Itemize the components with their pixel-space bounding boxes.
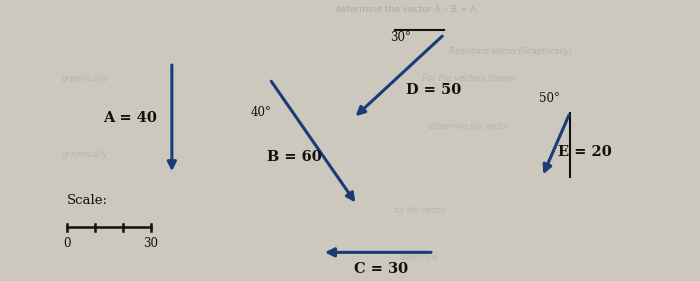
Text: 0: 0 [63,237,71,250]
Text: B = 60: B = 60 [267,150,321,164]
Text: 30: 30 [144,237,158,250]
Text: graphically: graphically [62,74,108,83]
Text: Scale:: Scale: [67,194,108,207]
Text: determine: determine [400,253,440,262]
Text: D = 50: D = 50 [406,83,461,97]
Text: graphically: graphically [62,150,108,159]
Text: For the vectors shown: For the vectors shown [422,74,515,83]
Text: C = 30: C = 30 [354,262,409,276]
Text: Resultant Vector(Graphically): Resultant Vector(Graphically) [449,47,573,56]
Text: 30°: 30° [390,31,411,44]
Text: for the vector: for the vector [394,206,446,215]
Text: 50°: 50° [540,92,560,105]
Text: determine the vector: determine the vector [428,122,510,131]
Text: E = 20: E = 20 [558,145,612,159]
Text: determine the vector A – B = A: determine the vector A – B = A [335,4,477,13]
Text: A = 40: A = 40 [103,111,157,125]
Text: 40°: 40° [250,106,271,119]
